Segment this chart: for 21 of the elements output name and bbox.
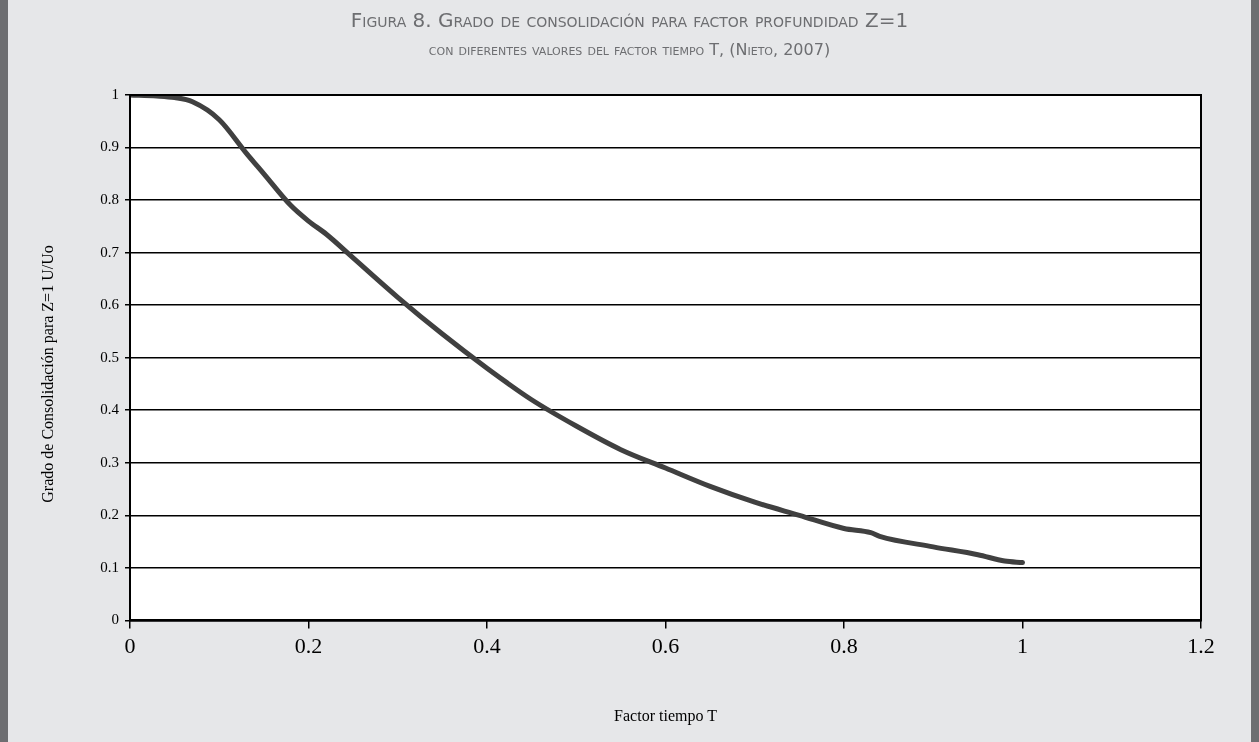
y-tick-label: 0.8 — [100, 191, 119, 208]
y-tick-label: 1 — [111, 85, 119, 102]
y-tick-label: 0 — [111, 611, 119, 628]
y-tick-label: 0.7 — [100, 243, 120, 260]
y-tick-label: 0.3 — [100, 453, 119, 470]
y-tick-label: 0.2 — [100, 506, 119, 523]
chart-subtitle: con diferentes valores del factor tiempo T, (Nieto, 2007) — [427, 40, 832, 59]
x-tick-label: 1 — [1017, 633, 1028, 659]
y-tick-label: 0.4 — [100, 401, 120, 418]
y-tick-label: 0.6 — [100, 296, 120, 313]
y-tick-label: 0.1 — [100, 558, 119, 575]
y-axis-title: Grado de Consolidación para Z=1 U/Uo — [39, 244, 57, 505]
x-tick-label: 0.4 — [473, 633, 501, 659]
x-tick-label: 0.6 — [651, 633, 680, 659]
x-axis-title: Factor tiempo T — [614, 706, 718, 725]
x-tick-label: 1.2 — [1187, 633, 1215, 659]
x-tick-label: 0.2 — [294, 633, 323, 659]
y-tick-label: 0.5 — [100, 348, 119, 365]
y-tick-label: 0.9 — [100, 138, 119, 155]
x-tick-label: 0.8 — [830, 633, 858, 659]
chart-title: Figura 8. Grado de consolidación para factor profundidad Z=1 — [349, 8, 910, 32]
